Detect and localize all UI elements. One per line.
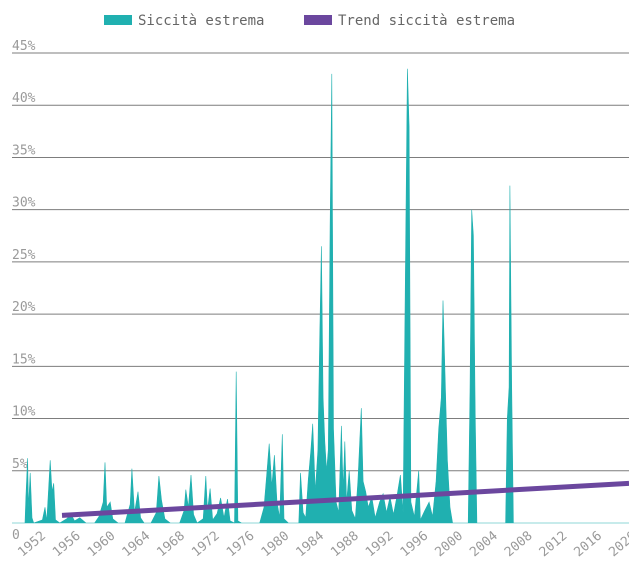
legend-swatch-extreme-drought <box>104 15 132 25</box>
series-area <box>12 68 629 524</box>
y-tick-label: 20% <box>12 300 36 315</box>
x-tick-label: 1968 <box>154 529 188 561</box>
x-tick-label: 1980 <box>259 529 293 561</box>
x-tick-label: 2020 <box>606 529 629 561</box>
grid <box>12 52 629 472</box>
x-tick-label: 1972 <box>189 529 223 561</box>
y-tick-label: 25% <box>12 248 36 263</box>
y-tick-label: 45% <box>12 39 36 54</box>
y-tick-label: 30% <box>12 196 36 211</box>
x-tick-label: 1996 <box>398 529 432 561</box>
x-tick-label: 1960 <box>85 529 119 561</box>
x-tick-label: 2000 <box>432 529 466 561</box>
x-tick-label: 2008 <box>502 529 536 561</box>
y-tick-label: 10% <box>12 405 36 420</box>
y-axis: 0 5% 10% 15% 20% 25% 30% 35% 40% 45% <box>12 39 36 543</box>
legend-label-extreme-drought: Siccità estrema <box>138 13 264 29</box>
y-tick-label: 35% <box>12 143 36 158</box>
legend-label-trend: Trend siccità estrema <box>338 13 515 29</box>
x-tick-label: 1988 <box>328 529 362 561</box>
series-line <box>61 480 629 518</box>
x-tick-label: 2004 <box>467 528 501 560</box>
x-tick-label: 1952 <box>15 529 49 561</box>
x-tick-label: 1956 <box>50 529 84 561</box>
x-tick-label: 2016 <box>571 529 605 561</box>
legend-swatch-trend <box>304 15 332 25</box>
x-tick-label: 2012 <box>537 529 571 561</box>
x-axis: 1952 1956 1960 1964 1968 1972 1976 1980 1984 1988… <box>15 528 629 560</box>
x-tick-label: 1992 <box>363 529 397 561</box>
area-extreme-drought <box>12 68 629 524</box>
y-tick-label: 40% <box>12 91 36 106</box>
legend: Siccità estrema Trend siccità estrema <box>104 13 515 29</box>
trend-line <box>61 480 629 518</box>
x-tick-label: 1976 <box>224 529 258 561</box>
y-tick-label: 0 <box>12 528 20 543</box>
x-tick-label: 1964 <box>120 528 154 560</box>
x-tick-label: 1984 <box>293 528 327 560</box>
y-tick-label: 15% <box>12 352 36 367</box>
y-tick-label: 5% <box>12 457 28 472</box>
